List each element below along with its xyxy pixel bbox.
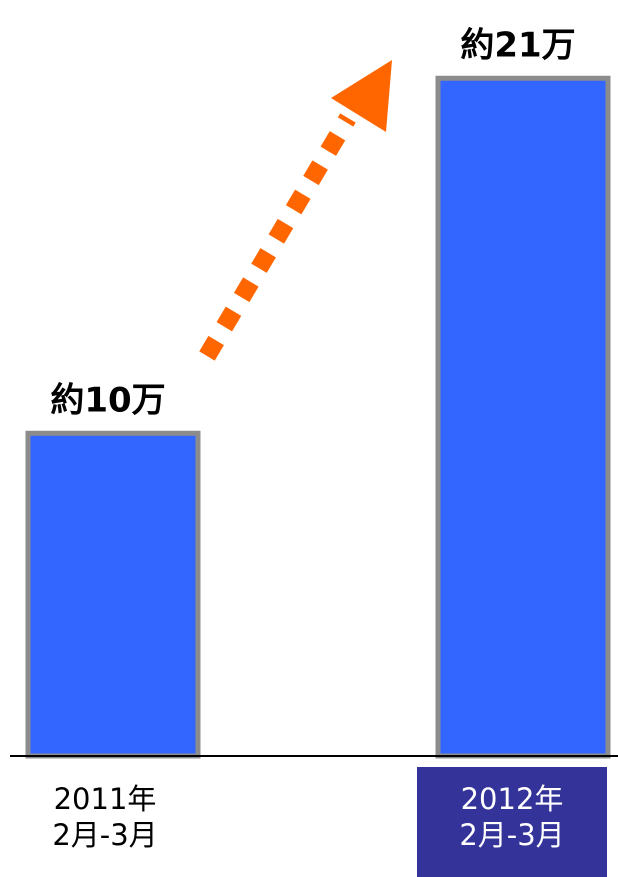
trend-arrow-shaft bbox=[199, 113, 356, 361]
trend-arrow-head bbox=[331, 60, 392, 132]
bar bbox=[435, 75, 611, 759]
x-tick-label: 2011年 2月-3月 bbox=[10, 767, 200, 877]
x-tick-label-months: 2月-3月 bbox=[52, 818, 158, 852]
data-label: 約10万 bbox=[50, 380, 165, 420]
bars-layer bbox=[25, 75, 611, 759]
x-tick-label: 2012年 2月-3月 bbox=[417, 767, 607, 877]
trend-arrow bbox=[199, 60, 392, 361]
x-tick-label-months: 2月-3月 bbox=[459, 818, 565, 852]
data-label: 約21万 bbox=[460, 25, 575, 65]
bar bbox=[25, 430, 201, 759]
x-tick-label-year: 2011年 bbox=[53, 782, 157, 816]
x-tick-label-year: 2012年 bbox=[460, 782, 564, 816]
